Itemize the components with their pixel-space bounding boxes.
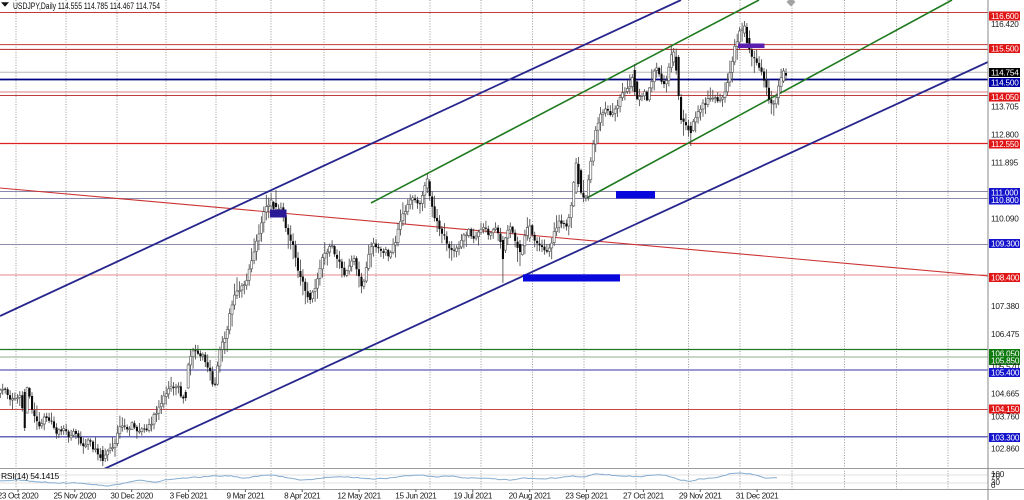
svg-text:70: 70 <box>991 472 1000 481</box>
svg-text:3 Feb 2021: 3 Feb 2021 <box>170 492 209 500</box>
svg-text:114.500: 114.500 <box>991 79 1019 88</box>
svg-text:25 Nov 2020: 25 Nov 2020 <box>54 492 97 500</box>
svg-text:116.420: 116.420 <box>991 20 1019 29</box>
svg-text:27 Oct 2021: 27 Oct 2021 <box>623 492 665 500</box>
svg-text:103.300: 103.300 <box>991 434 1020 443</box>
svg-text:112.550: 112.550 <box>991 140 1019 149</box>
svg-text:106.050: 106.050 <box>991 350 1020 359</box>
svg-text:111.000: 111.000 <box>991 189 1019 198</box>
svg-text:115.500: 115.500 <box>991 45 1019 54</box>
svg-text:110.800: 110.800 <box>991 196 1019 205</box>
svg-text:15 Jun 2021: 15 Jun 2021 <box>395 492 437 500</box>
svg-text:110.090: 110.090 <box>991 215 1019 224</box>
svg-text:9 Mar 2021: 9 Mar 2021 <box>226 492 265 500</box>
svg-text:104.665: 104.665 <box>991 390 1020 399</box>
svg-text:108.400: 108.400 <box>991 274 1020 283</box>
svg-text:104.150: 104.150 <box>991 405 1020 414</box>
svg-text:29 Nov 2021: 29 Nov 2021 <box>679 492 722 500</box>
svg-text:107.380: 107.380 <box>991 302 1020 311</box>
svg-text:8 Apr 2021: 8 Apr 2021 <box>284 492 321 500</box>
svg-text:105.400: 105.400 <box>991 369 1020 378</box>
svg-text:31 Dec 2021: 31 Dec 2021 <box>736 492 779 500</box>
svg-text:30 Dec 2020: 30 Dec 2020 <box>110 492 153 500</box>
svg-text:19 Jul 2021: 19 Jul 2021 <box>454 492 493 500</box>
svg-text:106.475: 106.475 <box>991 330 1020 339</box>
svg-text:100: 100 <box>991 470 1005 479</box>
svg-text:23 Sep 2021: 23 Sep 2021 <box>565 492 608 500</box>
svg-text:103.760: 103.760 <box>991 413 1020 422</box>
svg-text:23 Oct 2020: 23 Oct 2020 <box>0 492 39 500</box>
svg-text:114.050: 114.050 <box>991 93 1019 102</box>
svg-text:20 Aug 2021: 20 Aug 2021 <box>509 492 552 500</box>
svg-text:105.850: 105.850 <box>991 357 1020 366</box>
svg-text:RSI(14) 54.1415: RSI(14) 54.1415 <box>1 471 59 481</box>
svg-text:113.705: 113.705 <box>991 103 1019 112</box>
svg-text:12 May 2021: 12 May 2021 <box>337 492 381 500</box>
svg-text:105.570: 105.570 <box>991 363 1020 372</box>
svg-text:114.754: 114.754 <box>991 69 1019 78</box>
svg-text:0: 0 <box>991 481 996 490</box>
svg-text:109.300: 109.300 <box>991 240 1020 249</box>
svg-text:102.860: 102.860 <box>991 445 1020 454</box>
svg-text:116.600: 116.600 <box>991 12 1019 21</box>
svg-text:112.800: 112.800 <box>991 131 1019 140</box>
svg-text:30: 30 <box>991 478 1000 487</box>
svg-text:111.895: 111.895 <box>991 159 1019 168</box>
svg-text:USDJPY,Daily 114.555 114.785: USDJPY,Daily 114.555 114.785 114.467 114… <box>13 1 160 11</box>
